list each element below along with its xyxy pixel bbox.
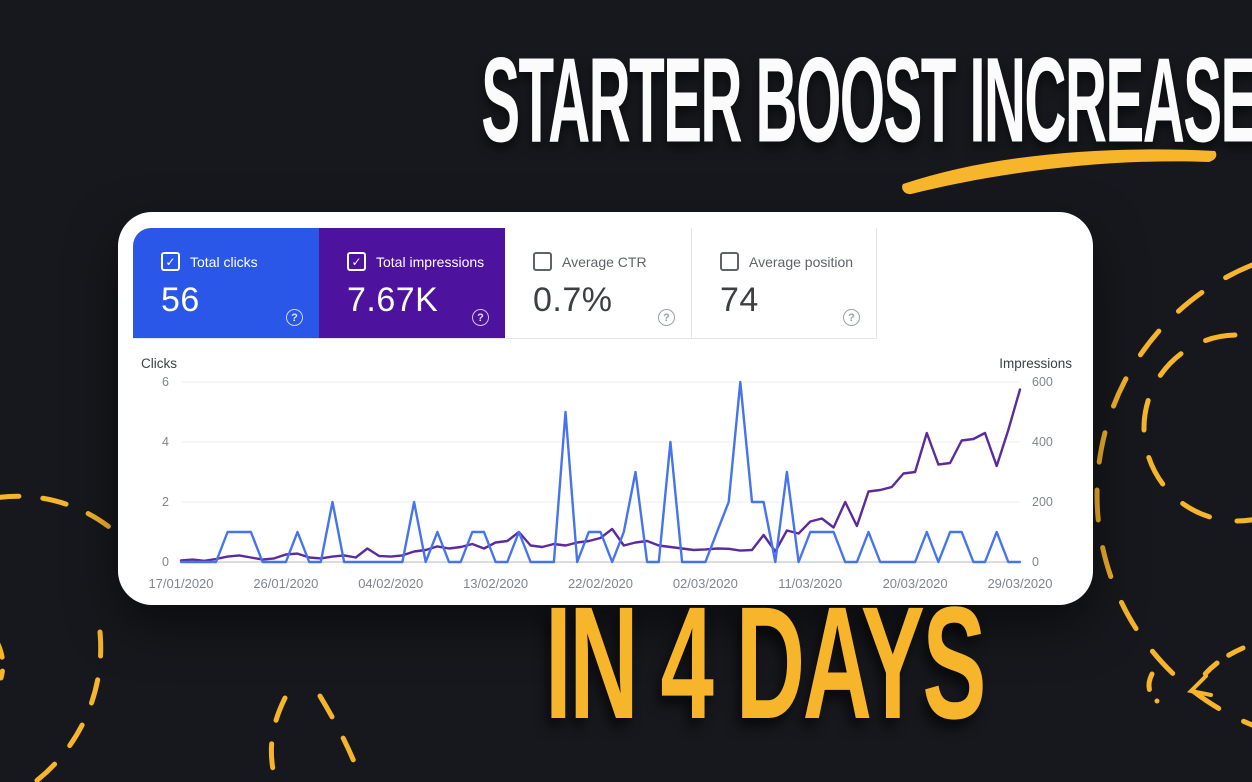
metric-value: 0.7% [533, 281, 613, 319]
svg-text:2: 2 [162, 495, 169, 509]
dashed-arc-left-lower [32, 629, 104, 782]
svg-text:13/02/2020: 13/02/2020 [463, 576, 528, 591]
help-icon[interactable]: ? [843, 309, 860, 326]
left-axis-ticks: 0 2 4 6 [162, 375, 169, 569]
checkbox-unchecked-icon[interactable]: ✓ [533, 252, 552, 271]
headline: STARTER BOOST INCREASED RANKINGS [0, 37, 1252, 162]
svg-text:29/03/2020: 29/03/2020 [987, 576, 1052, 591]
right-axis-ticks: 0 200 400 600 [1032, 375, 1053, 569]
checkbox-checked-icon[interactable]: ✓ [161, 252, 180, 271]
svg-text:20/03/2020: 20/03/2020 [883, 576, 948, 591]
help-icon[interactable]: ? [658, 309, 675, 326]
svg-text:02/03/2020: 02/03/2020 [673, 576, 738, 591]
checkbox-unchecked-icon[interactable]: ✓ [720, 252, 739, 271]
metric-card-total-impressions[interactable]: ✓ Total impressions 7.67K ? [319, 228, 505, 338]
dashed-arc-left-upper [0, 493, 129, 545]
metric-value: 74 [720, 281, 759, 319]
help-icon[interactable]: ? [286, 309, 303, 326]
metric-card-average-ctr[interactable]: ✓ Average CTR 0.7% ? [505, 228, 691, 338]
x-axis-dates: 17/01/2020 26/01/2020 04/02/2020 13/02/2020… [148, 576, 1052, 591]
dashed-curl [1146, 671, 1160, 704]
help-icon[interactable]: ? [472, 309, 489, 326]
metric-card-total-clicks[interactable]: ✓ Total clicks 56 ? [133, 228, 319, 338]
svg-text:26/01/2020: 26/01/2020 [253, 576, 318, 591]
clicks-line[interactable] [179, 380, 1022, 564]
svg-text:4: 4 [162, 435, 169, 449]
metric-label: Total impressions [376, 253, 485, 270]
dashed-arc-bottom-left [268, 695, 288, 782]
svg-text:200: 200 [1032, 495, 1053, 509]
dashed-fragment-left-edge [0, 642, 6, 681]
performance-chart: 0 2 4 6 0 200 400 600 Clicks Impressions 17/01/202… [133, 354, 1078, 604]
metric-label: Average CTR [562, 253, 647, 270]
svg-text:11/03/2020: 11/03/2020 [778, 576, 842, 591]
dashed-arrow-tail [1194, 645, 1246, 687]
arrow-head-icon [1186, 674, 1213, 697]
svg-text:400: 400 [1032, 435, 1053, 449]
svg-text:04/02/2020: 04/02/2020 [358, 576, 423, 591]
dashed-circle-right-lower [1094, 262, 1252, 728]
svg-text:0: 0 [162, 555, 169, 569]
svg-text:22/02/2020: 22/02/2020 [568, 576, 633, 591]
svg-text:600: 600 [1032, 375, 1053, 389]
dashed-circle-right-upper [1141, 332, 1252, 524]
brush-underline [902, 149, 1217, 195]
left-axis-title: Clicks [141, 356, 177, 371]
metric-tabs: ✓ Total clicks 56 ? ✓ Total impressions … [133, 228, 1078, 339]
metric-card-average-position[interactable]: ✓ Average position 74 ? [691, 228, 877, 338]
metric-label: Average position [749, 253, 854, 270]
headline-text-white: STARTER BOOST INCREASED [481, 31, 1252, 168]
right-axis-title: Impressions [999, 356, 1072, 371]
svg-text:6: 6 [162, 375, 169, 389]
metric-value: 56 [161, 281, 200, 319]
svg-text:0: 0 [1032, 555, 1039, 569]
svg-text:17/01/2020: 17/01/2020 [148, 576, 213, 591]
metric-label: Total clicks [190, 253, 258, 270]
checkbox-checked-icon[interactable]: ✓ [347, 252, 366, 271]
search-console-panel: ✓ Total clicks 56 ? ✓ Total impressions … [118, 212, 1093, 605]
metric-value: 7.67K [347, 281, 439, 319]
bottom-headline: IN 4 DAYS [545, 573, 986, 752]
dashed-arc-bottom-right [317, 693, 365, 782]
